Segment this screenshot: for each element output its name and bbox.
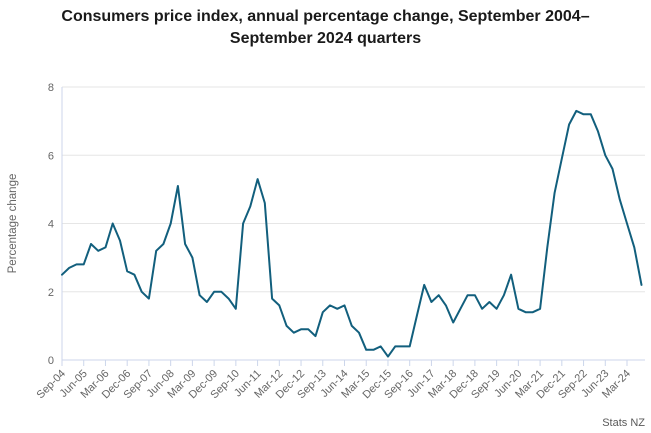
y-tick-label: 4 bbox=[48, 219, 54, 231]
chart-title: Consumers price index, annual percentage… bbox=[61, 8, 590, 47]
y-tick-label: 6 bbox=[48, 150, 54, 162]
y-axis-title: Percentage change bbox=[7, 174, 19, 274]
x-axis-ticks-labels: Sep-04Jun-05Mar-06Dec-06Sep-07Jun-08Mar-… bbox=[35, 360, 633, 401]
cpi-series-line bbox=[61, 109, 643, 358]
y-tick-label: 8 bbox=[48, 82, 54, 94]
y-tick-label: 0 bbox=[48, 355, 54, 367]
y-axis-labels: 0 2 4 6 8 bbox=[48, 82, 54, 367]
stats-nz-credit: Stats NZ bbox=[602, 417, 645, 429]
axes bbox=[61, 87, 645, 361]
y-tick-label: 2 bbox=[48, 287, 54, 299]
gridlines bbox=[62, 86, 645, 293]
